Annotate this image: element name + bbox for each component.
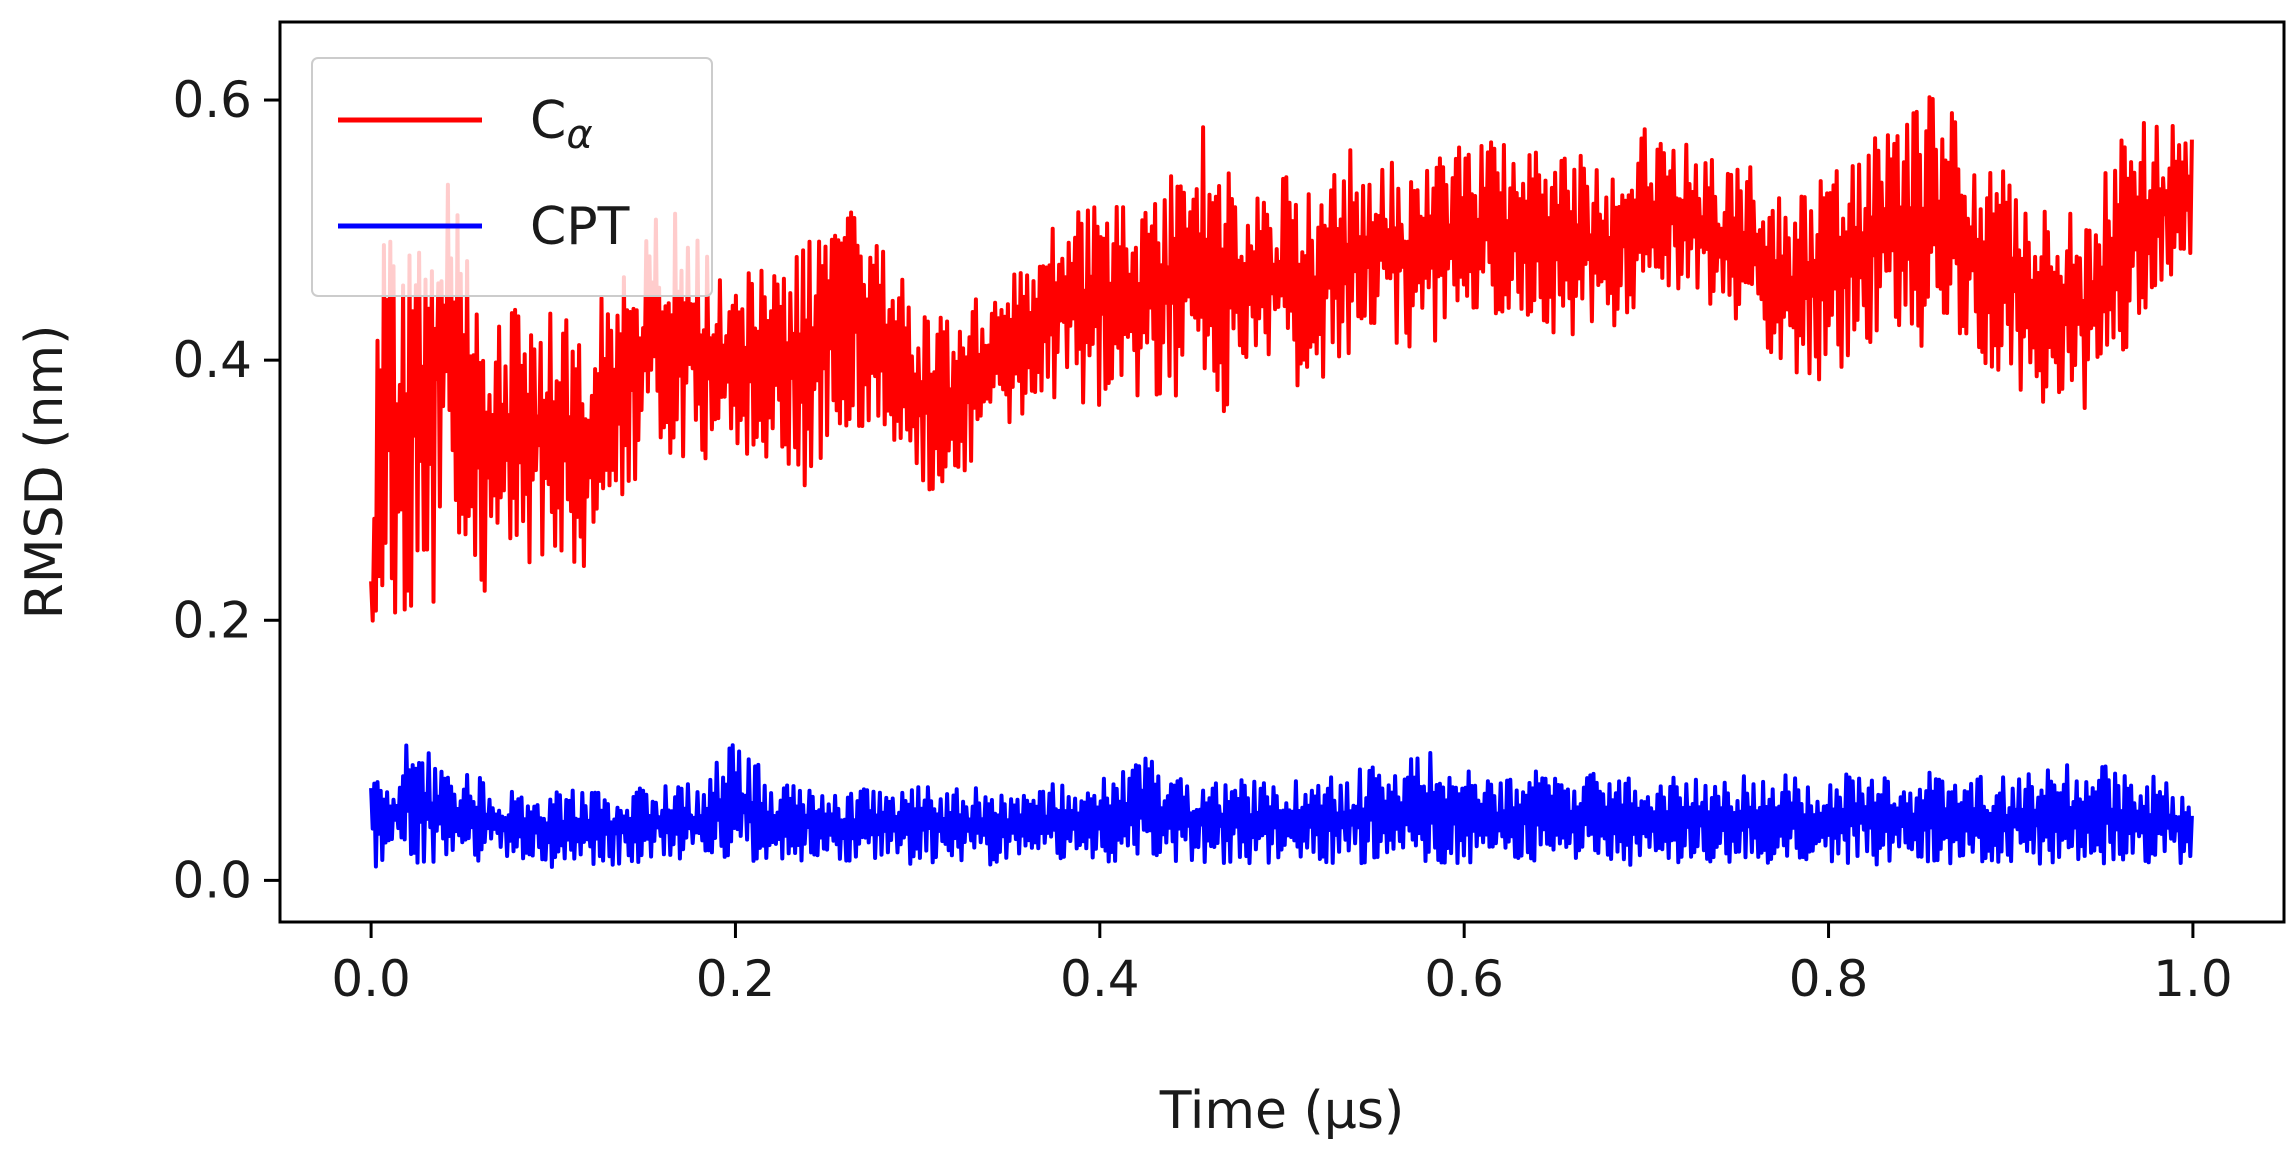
- x-axis: 0.0 0.2 0.4 0.6 0.8 1.0: [331, 922, 2233, 1008]
- y-axis-label: RMSD (nm): [15, 325, 75, 620]
- y-axis: 0.0 0.2 0.4 0.6: [172, 71, 280, 909]
- legend-label-calpha: Cα: [530, 91, 593, 158]
- legend-label-cpt: CPT: [530, 197, 630, 257]
- legend-box: [311, 57, 713, 297]
- y-tick-label: 0.2: [172, 591, 252, 649]
- legend-label-calpha-main: C: [530, 91, 566, 151]
- series-line-cpt: [369, 743, 2194, 869]
- y-tick-label: 0.6: [172, 71, 252, 129]
- y-tick-label: 0.0: [172, 851, 252, 909]
- x-tick-label: 0.4: [1060, 950, 1140, 1008]
- legend-label-calpha-sub: α: [566, 112, 592, 158]
- x-axis-label: Time (μs): [1159, 1081, 1405, 1141]
- x-tick-label: 0.0: [331, 950, 411, 1008]
- x-tick-label: 0.2: [696, 950, 776, 1008]
- x-tick-label: 0.8: [1789, 950, 1869, 1008]
- x-tick-label: 0.6: [1424, 950, 1504, 1008]
- x-tick-label: 1.0: [2153, 950, 2233, 1008]
- legend: Cα CPT: [311, 57, 713, 297]
- plot-frame: [278, 20, 2286, 924]
- y-tick-label: 0.4: [172, 331, 252, 389]
